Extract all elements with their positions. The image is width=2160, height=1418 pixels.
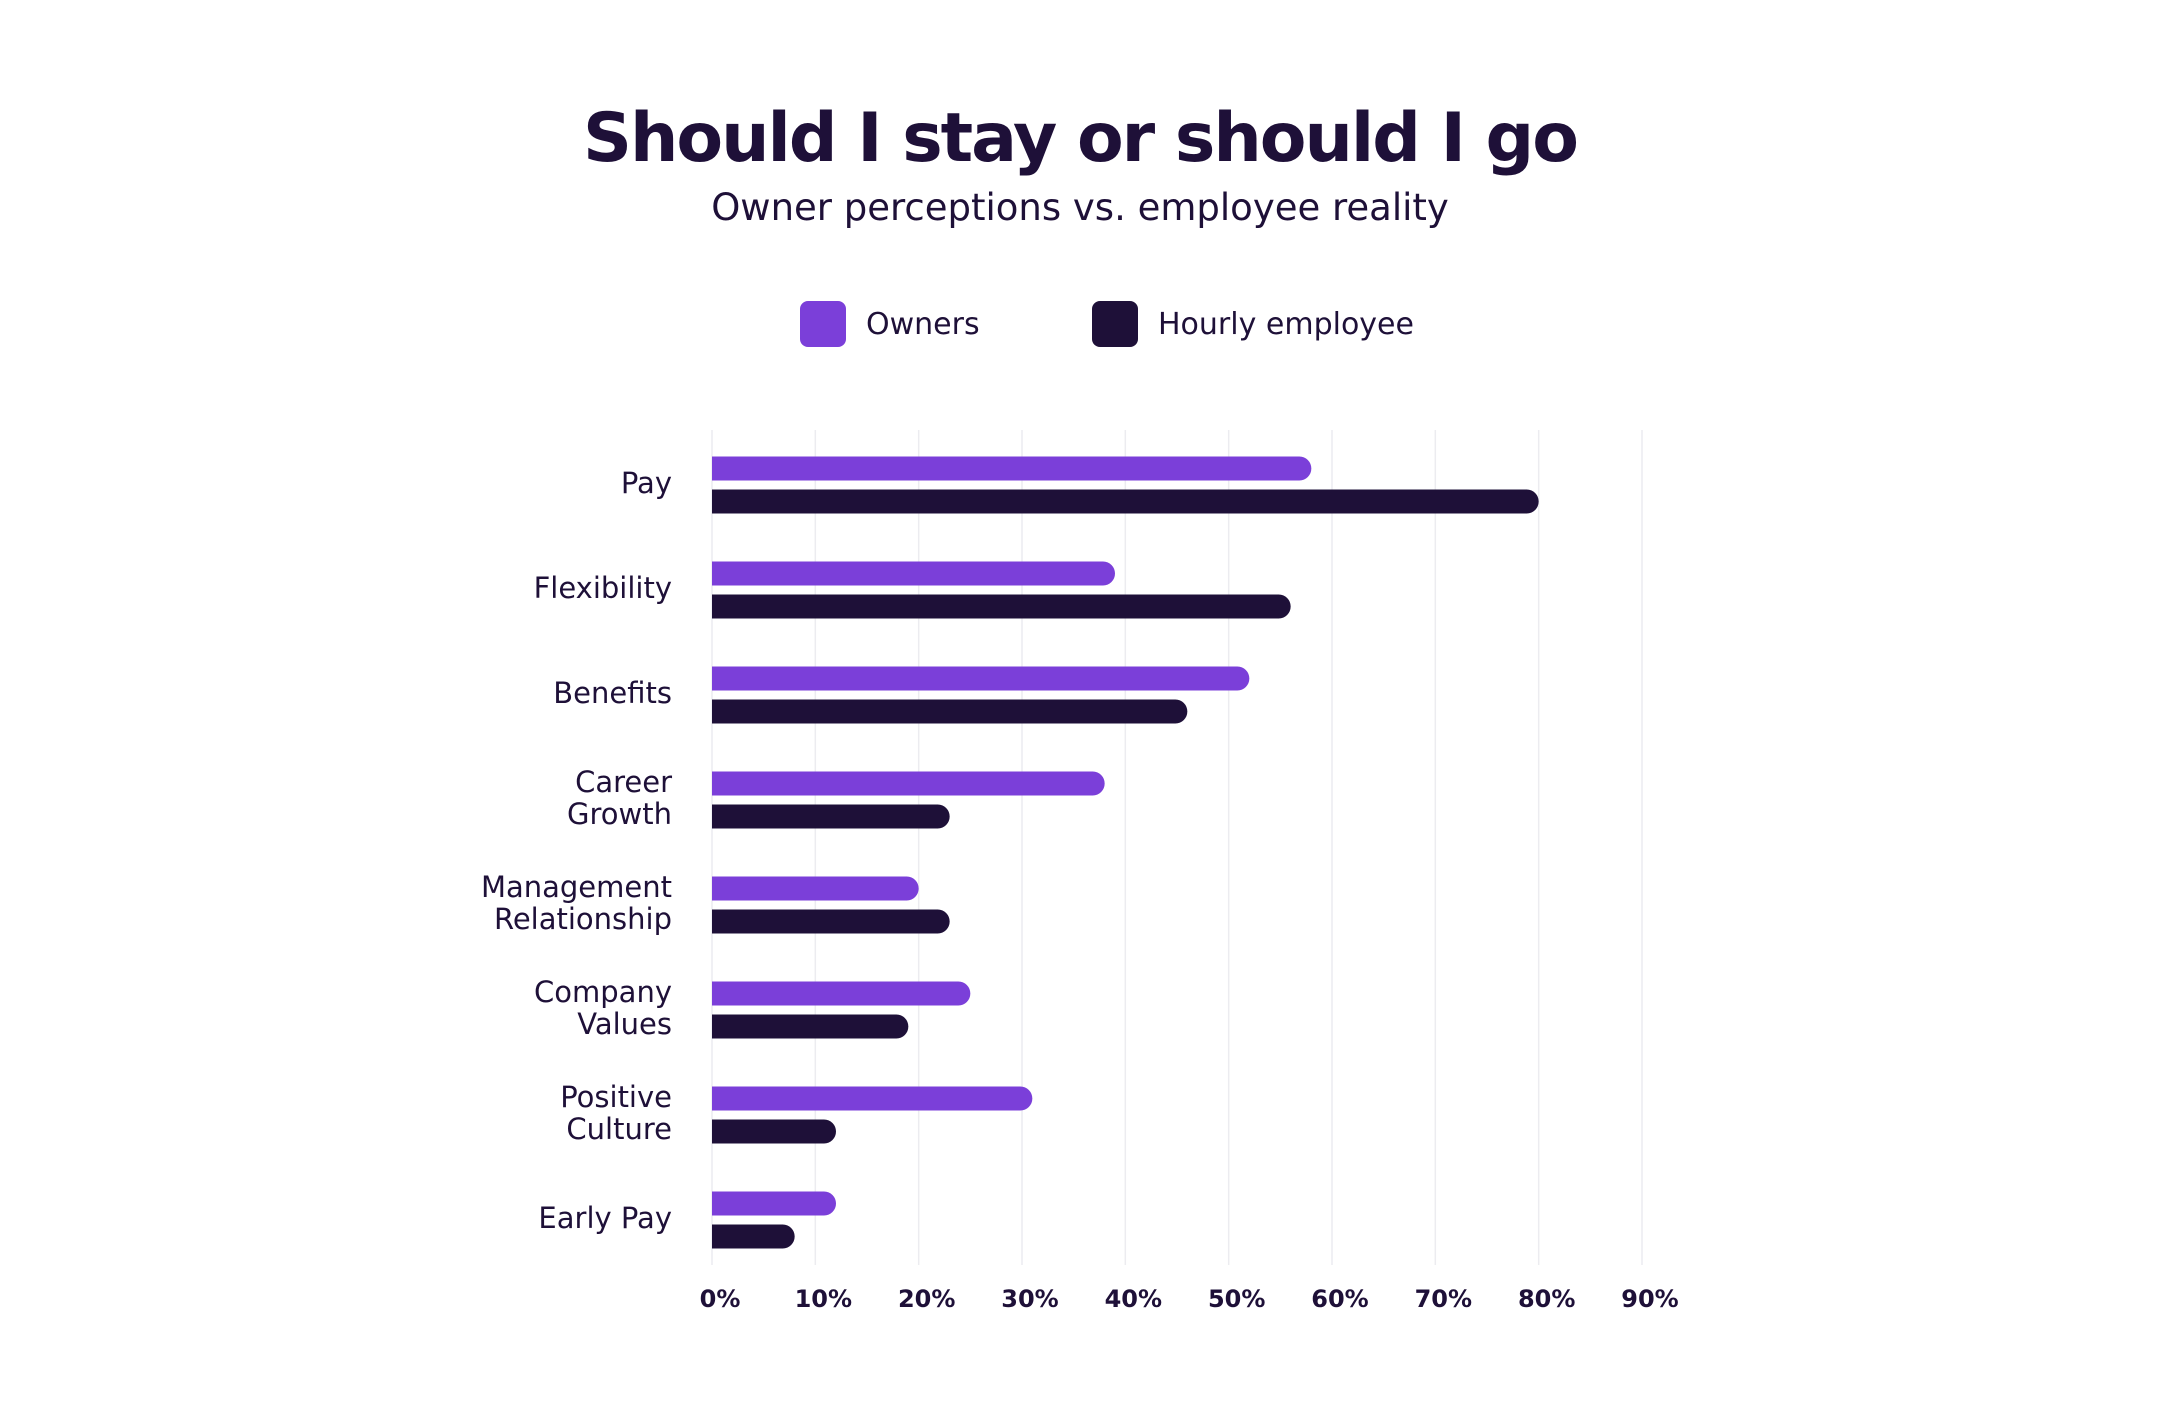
bar-hourly-employee-management-relationship (712, 909, 950, 934)
bar-hourly-employee-positive-culture (712, 1119, 837, 1144)
category-label-benefits: Benefits (553, 676, 672, 710)
category-label-pay: Pay (621, 466, 672, 500)
x-tick-label-10: 10% (795, 1285, 852, 1313)
bar-owners-early-pay (712, 1191, 837, 1216)
legend-swatch-owners (800, 301, 846, 347)
bar-owners-career-growth (712, 771, 1105, 796)
x-axis-ticks: 0% 10% 20% 30% 40% 50% 60% 70% 80% 90% (700, 1285, 1679, 1313)
x-tick-label-90: 90% (1621, 1285, 1678, 1313)
bar-owners-flexibility (712, 561, 1115, 586)
legend: Owners Hourly employee (0, 300, 2160, 350)
legend-item-owners: Owners (800, 300, 980, 348)
x-tick-label-60: 60% (1311, 1285, 1368, 1313)
x-tick-label-50: 50% (1208, 1285, 1265, 1313)
x-tick-label-80: 80% (1518, 1285, 1575, 1313)
category-label-flexibility: Flexibility (534, 571, 672, 605)
bar-hourly-employee-company-values (712, 1014, 909, 1039)
category-label-early-pay: Early Pay (538, 1201, 672, 1235)
x-tick-label-70: 70% (1415, 1285, 1472, 1313)
chart-title: Should I stay or should I go (583, 99, 1579, 178)
bar-owners-positive-culture (712, 1086, 1033, 1111)
chart-subtitle: Owner perceptions vs. employee reality (711, 186, 1449, 229)
x-tick-label-20: 20% (898, 1285, 955, 1313)
category-label-company-values: Values (577, 1007, 672, 1041)
x-tick-label-40: 40% (1105, 1285, 1162, 1313)
bar-owners-company-values (712, 981, 971, 1006)
x-tick-label-30: 30% (1001, 1285, 1058, 1313)
bar-hourly-employee-benefits (712, 699, 1188, 724)
category-label-positive-culture: Culture (566, 1112, 672, 1146)
bar-owners-benefits (712, 666, 1250, 691)
category-label-career-growth: Career (575, 765, 672, 799)
bar-hourly-employee-pay (712, 489, 1539, 514)
x-tick-label-0: 0% (700, 1285, 741, 1313)
bar-hourly-employee-flexibility (712, 594, 1291, 619)
category-label-management-relationship: Management (481, 870, 672, 904)
legend-item-hourly-employee: Hourly employee (1092, 300, 1414, 348)
category-label-positive-culture: Positive (560, 1080, 672, 1114)
bar-hourly-employee-career-growth (712, 804, 950, 829)
legend-label-owners: Owners (866, 306, 980, 342)
grid-lines (711, 430, 1643, 1265)
bar-owners-pay (712, 456, 1312, 481)
bar-hourly-employee-early-pay (712, 1224, 795, 1249)
legend-swatch-hourly-employee (1092, 301, 1138, 347)
legend-label-hourly-employee: Hourly employee (1158, 306, 1414, 342)
category-label-company-values: Company (534, 975, 672, 1009)
category-label-career-growth: Growth (567, 797, 672, 831)
bar-owners-management-relationship (712, 876, 919, 901)
category-label-management-relationship: Relationship (494, 902, 672, 936)
bars (712, 456, 1539, 1249)
